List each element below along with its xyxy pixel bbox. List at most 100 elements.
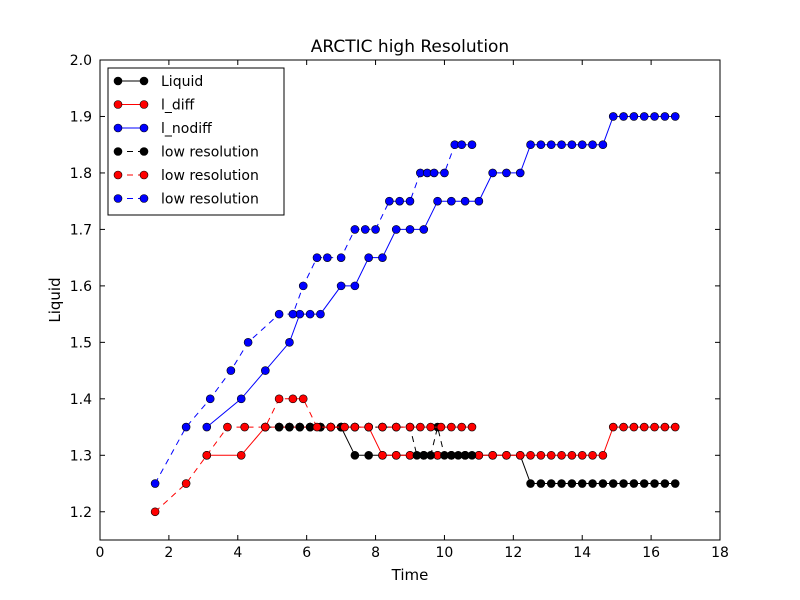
legend-marker: [139, 147, 149, 156]
data-point: [274, 422, 284, 432]
data-point: [526, 140, 535, 150]
data-point: [395, 196, 404, 206]
data-point: [467, 422, 477, 432]
legend-label: low resolution: [161, 168, 259, 184]
data-point: [312, 422, 322, 432]
legend-label: low resolution: [161, 145, 259, 161]
y-tick-label: 1.4: [70, 392, 92, 408]
data-point: [385, 196, 394, 206]
data-point: [588, 450, 597, 460]
ticks-layer: 0 2 4 6 8 10 12 14 16 18 1.2 1.3 1.4 1.5 1.6 1.7 1.8 1.9 2…: [70, 53, 729, 561]
data-point: [419, 225, 429, 234]
data-point: [598, 140, 608, 150]
y-tick-label: 1.9: [70, 109, 92, 125]
data-point: [557, 140, 566, 150]
data-point: [150, 479, 160, 488]
legend-label: l_diff: [161, 98, 195, 114]
data-point: [405, 225, 415, 234]
data-point: [391, 225, 401, 234]
data-point: [378, 422, 387, 432]
legend-entry: low resolution: [113, 192, 259, 208]
series-5: [150, 140, 477, 488]
data-point: [660, 112, 670, 121]
data-point: [577, 450, 587, 460]
y-tick-label: 1.2: [70, 505, 92, 521]
data-point: [440, 168, 449, 178]
x-tick-label: 8: [371, 545, 380, 561]
data-point: [364, 422, 373, 432]
data-point: [608, 422, 618, 432]
data-point: [236, 450, 246, 460]
data-point: [336, 253, 346, 262]
data-point: [670, 479, 680, 488]
data-point: [371, 225, 380, 234]
data-point: [526, 450, 535, 460]
data-point: [350, 281, 360, 291]
data-point: [650, 112, 659, 121]
data-point: [457, 140, 466, 150]
data-point: [588, 479, 597, 488]
data-point: [316, 309, 325, 319]
data-point: [426, 422, 435, 432]
data-point: [181, 479, 191, 488]
legend-marker: [113, 100, 123, 109]
legend-marker: [139, 76, 149, 86]
legend-label: Liquid: [161, 74, 203, 90]
data-point: [360, 225, 370, 234]
data-point: [557, 479, 566, 488]
data-point: [567, 140, 577, 150]
data-point: [416, 422, 425, 432]
data-point: [240, 422, 249, 432]
x-axis-label: Time: [391, 566, 429, 584]
x-tick-label: 0: [96, 545, 105, 561]
data-point: [295, 422, 305, 432]
data-point: [298, 394, 308, 404]
y-tick-label: 1.5: [70, 335, 92, 351]
data-point: [364, 450, 373, 460]
data-point: [391, 422, 401, 432]
x-tick-label: 14: [573, 545, 591, 561]
data-point: [350, 422, 360, 432]
legend-marker: [113, 170, 123, 180]
x-tick-label: 4: [233, 545, 242, 561]
data-point: [608, 112, 618, 121]
data-point: [598, 450, 608, 460]
data-point: [557, 450, 566, 460]
data-point: [378, 253, 387, 262]
data-point: [536, 450, 546, 460]
data-point: [588, 140, 597, 150]
data-point: [460, 196, 470, 206]
series-layer: [150, 112, 680, 517]
legend-marker: [139, 170, 149, 180]
data-point: [639, 112, 649, 121]
data-point: [619, 422, 628, 432]
legend-marker: [139, 123, 149, 133]
data-point: [567, 450, 577, 460]
data-point: [526, 479, 535, 488]
data-point: [577, 479, 587, 488]
data-point: [577, 140, 587, 150]
y-tick-label: 1.3: [70, 448, 92, 464]
data-point: [202, 450, 212, 460]
legend-frame: [107, 67, 285, 216]
series-2: [202, 112, 680, 432]
data-point: [433, 196, 442, 206]
x-tick-label: 16: [642, 545, 660, 561]
legend-marker: [139, 194, 149, 203]
data-point: [608, 479, 618, 488]
data-point: [457, 422, 466, 432]
data-point: [226, 366, 236, 375]
data-point: [205, 394, 215, 404]
y-axis-label: Liquid: [46, 277, 64, 322]
data-point: [236, 394, 246, 404]
data-point: [488, 168, 497, 178]
data-point: [378, 450, 387, 460]
data-point: [285, 422, 294, 432]
x-tick-label: 2: [164, 545, 173, 561]
data-point: [639, 479, 649, 488]
plot-frame: [99, 59, 721, 541]
data-point: [619, 479, 628, 488]
y-tick-label: 1.6: [70, 279, 92, 295]
